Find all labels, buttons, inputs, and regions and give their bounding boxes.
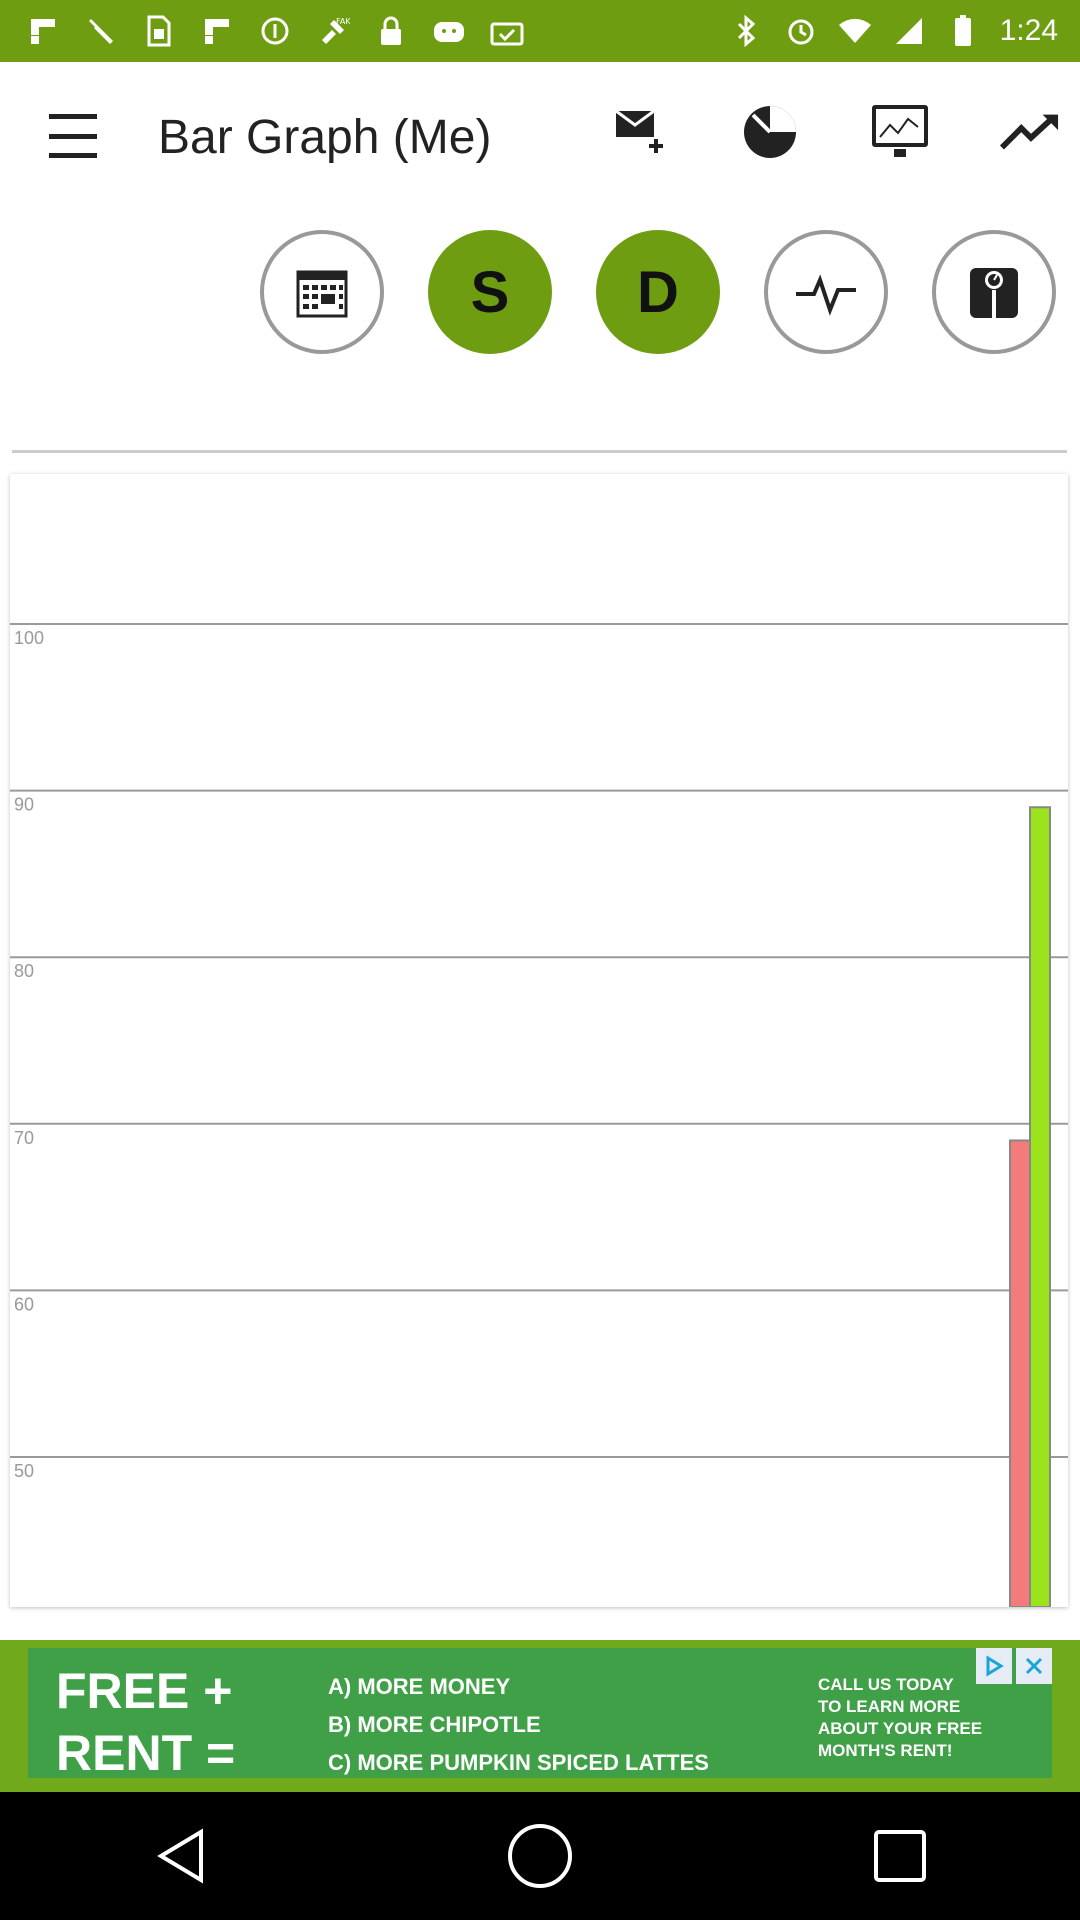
sim-card-icon	[142, 14, 176, 48]
ad-content[interactable]: FREE + RENT = A) MORE MONEY B) MORE CHIP…	[28, 1648, 1052, 1781]
home-button[interactable]	[495, 1811, 585, 1901]
alarm-icon	[784, 14, 818, 48]
briefcase-check-icon	[490, 14, 524, 48]
divider	[12, 450, 1067, 453]
page-title: Bar Graph (Me)	[158, 111, 492, 164]
android-robot-icon	[432, 14, 466, 48]
menu-icon-line	[49, 153, 97, 158]
y-tick-label: 70	[14, 1128, 34, 1148]
weight-scale-button[interactable]	[932, 230, 1056, 354]
flipboard-icon	[200, 14, 234, 48]
ad-left-line: RENT =	[56, 1725, 236, 1781]
ad-cta: CALL US TODAY TO LEARN MORE ABOUT YOUR F…	[818, 1674, 982, 1762]
battery-icon	[946, 14, 980, 48]
weight-scale-icon	[970, 268, 1018, 318]
s-button[interactable]: S	[428, 230, 552, 354]
ad-banner: FREE + RENT = A) MORE MONEY B) MORE CHIP…	[0, 1640, 1080, 1792]
ad-cta-line: CALL US TODAY	[818, 1675, 954, 1694]
status-bar: FAKE 1:24	[0, 0, 1080, 62]
ad-options: A) MORE MONEY B) MORE CHIPOTLE C) MORE P…	[328, 1668, 709, 1782]
timer-button[interactable]	[740, 102, 800, 162]
pulse-icon	[796, 274, 856, 316]
ad-left-line: FREE +	[56, 1663, 233, 1719]
ad-cta-line: TO LEARN MORE	[818, 1697, 961, 1716]
wrench-icon	[84, 14, 118, 48]
back-button[interactable]	[135, 1811, 225, 1901]
home-icon	[508, 1824, 572, 1888]
bar-chart: 50 60 70 80 90 100	[10, 474, 1068, 1607]
menu-button[interactable]	[40, 106, 106, 166]
menu-icon-line	[49, 133, 97, 139]
y-tick-label: 50	[14, 1461, 34, 1481]
mail-add-icon	[615, 109, 663, 153]
y-tick-label: 90	[14, 795, 34, 815]
calendar-button[interactable]	[260, 230, 384, 354]
bluetooth-icon	[730, 14, 764, 48]
svg-text:FAKE: FAKE	[336, 17, 350, 26]
flipboard-icon	[26, 14, 60, 48]
pulse-button[interactable]	[764, 230, 888, 354]
ad-option: A) MORE MONEY	[328, 1674, 511, 1699]
recents-icon	[874, 1830, 926, 1882]
chart-bar	[1029, 806, 1051, 1607]
monitor-chart-button[interactable]	[870, 102, 930, 162]
monitor-chart-icon	[872, 105, 928, 157]
menu-icon-line	[49, 114, 97, 119]
status-left-icons: FAKE	[26, 14, 524, 48]
ad-badges	[976, 1648, 1052, 1684]
chart-svg: 50 60 70 80 90 100	[10, 622, 1068, 1607]
mail-add-button[interactable]	[610, 102, 670, 162]
view-mode-buttons: S D	[260, 230, 1056, 354]
close-icon[interactable]	[1016, 1648, 1052, 1684]
y-tick-label: 80	[14, 961, 34, 981]
timer-icon	[744, 106, 796, 158]
chart-bar	[1009, 1139, 1031, 1607]
status-time: 1:24	[999, 14, 1058, 47]
ad-cta-line: ABOUT YOUR FREE	[818, 1719, 983, 1738]
ad-cta-line: MONTH'S RENT!	[818, 1741, 953, 1760]
recents-button[interactable]	[855, 1811, 945, 1901]
ad-choices-icon[interactable]	[976, 1648, 1012, 1684]
y-tick-label: 60	[14, 1294, 34, 1314]
app-bar: Bar Graph (Me)	[0, 62, 1080, 210]
trending-up-icon	[1000, 114, 1059, 150]
status-right-icons: 1:24	[730, 14, 1058, 48]
fake-gps-icon: FAKE	[316, 14, 350, 48]
trending-up-button[interactable]	[1000, 102, 1060, 162]
cellular-signal-icon	[892, 14, 926, 48]
d-button[interactable]: D	[596, 230, 720, 354]
ad-option: C) MORE PUMPKIN SPICED LATTES	[328, 1750, 709, 1775]
back-icon	[157, 1828, 203, 1884]
lock-icon	[374, 14, 408, 48]
wifi-icon	[838, 14, 872, 48]
toolbar-actions	[610, 102, 1060, 162]
navigation-bar	[0, 1792, 1080, 1920]
info-icon	[258, 14, 292, 48]
ad-headline: FREE + RENT =	[56, 1660, 235, 1784]
ad-option: B) MORE CHIPOTLE	[328, 1712, 541, 1737]
y-tick-label: 100	[14, 628, 44, 648]
calendar-icon	[296, 270, 348, 318]
